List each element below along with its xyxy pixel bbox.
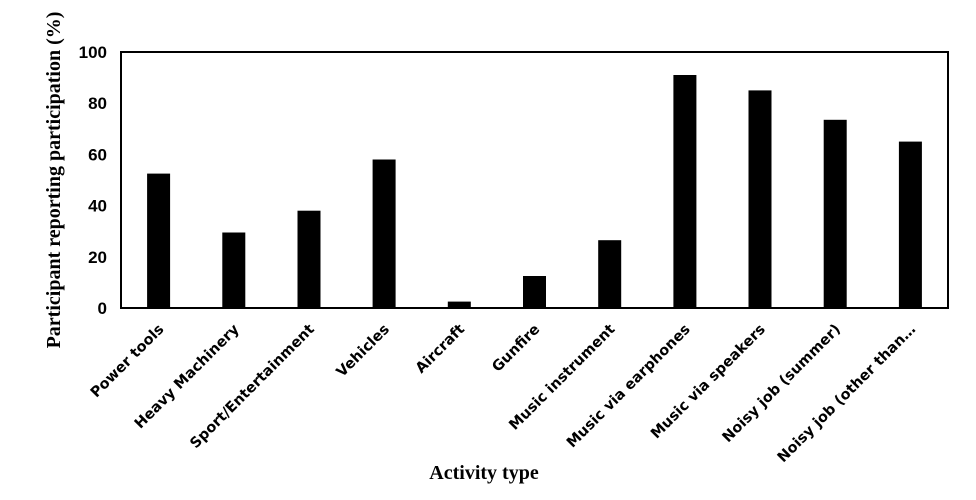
plot-area-frame: [120, 51, 949, 309]
x-tick-label-2: Sport/Entertainment: [187, 321, 318, 452]
bar-9: [823, 119, 847, 308]
bar-6: [598, 240, 622, 308]
x-tick-label-4: Aircraft: [413, 321, 468, 376]
y-axis-title: Participant reporting participation (%): [43, 12, 65, 349]
bars-group: [147, 75, 922, 309]
x-axis-title: Activity type: [429, 462, 539, 484]
bar-7: [673, 75, 697, 308]
x-tick-label-5: Gunfire: [489, 321, 543, 375]
bar-10: [898, 141, 922, 308]
x-tick-label-3: Vehicles: [334, 322, 393, 381]
y-tick-label-1: 20: [88, 248, 107, 267]
bar-8: [748, 90, 772, 309]
bar-0: [147, 173, 171, 308]
x-tick-label-10: Noisy job (other than…: [775, 322, 919, 466]
y-tick-label-3: 60: [88, 145, 107, 164]
x-tick-label-0: Power tools: [88, 322, 168, 402]
bar-4: [447, 301, 471, 308]
y-tick-label-0: 0: [98, 299, 107, 318]
y-tick-label-4: 80: [88, 94, 107, 113]
bar-2: [297, 210, 321, 308]
x-tick-label-7: Music via earphones: [564, 322, 694, 452]
bar-5: [523, 276, 546, 308]
y-tick-label-5: 100: [79, 43, 107, 62]
bar-3: [372, 159, 396, 308]
y-axis-ticks: 0 20 40 60 80 100: [79, 43, 107, 318]
bar-1: [222, 232, 246, 308]
y-tick-label-2: 40: [88, 197, 107, 216]
